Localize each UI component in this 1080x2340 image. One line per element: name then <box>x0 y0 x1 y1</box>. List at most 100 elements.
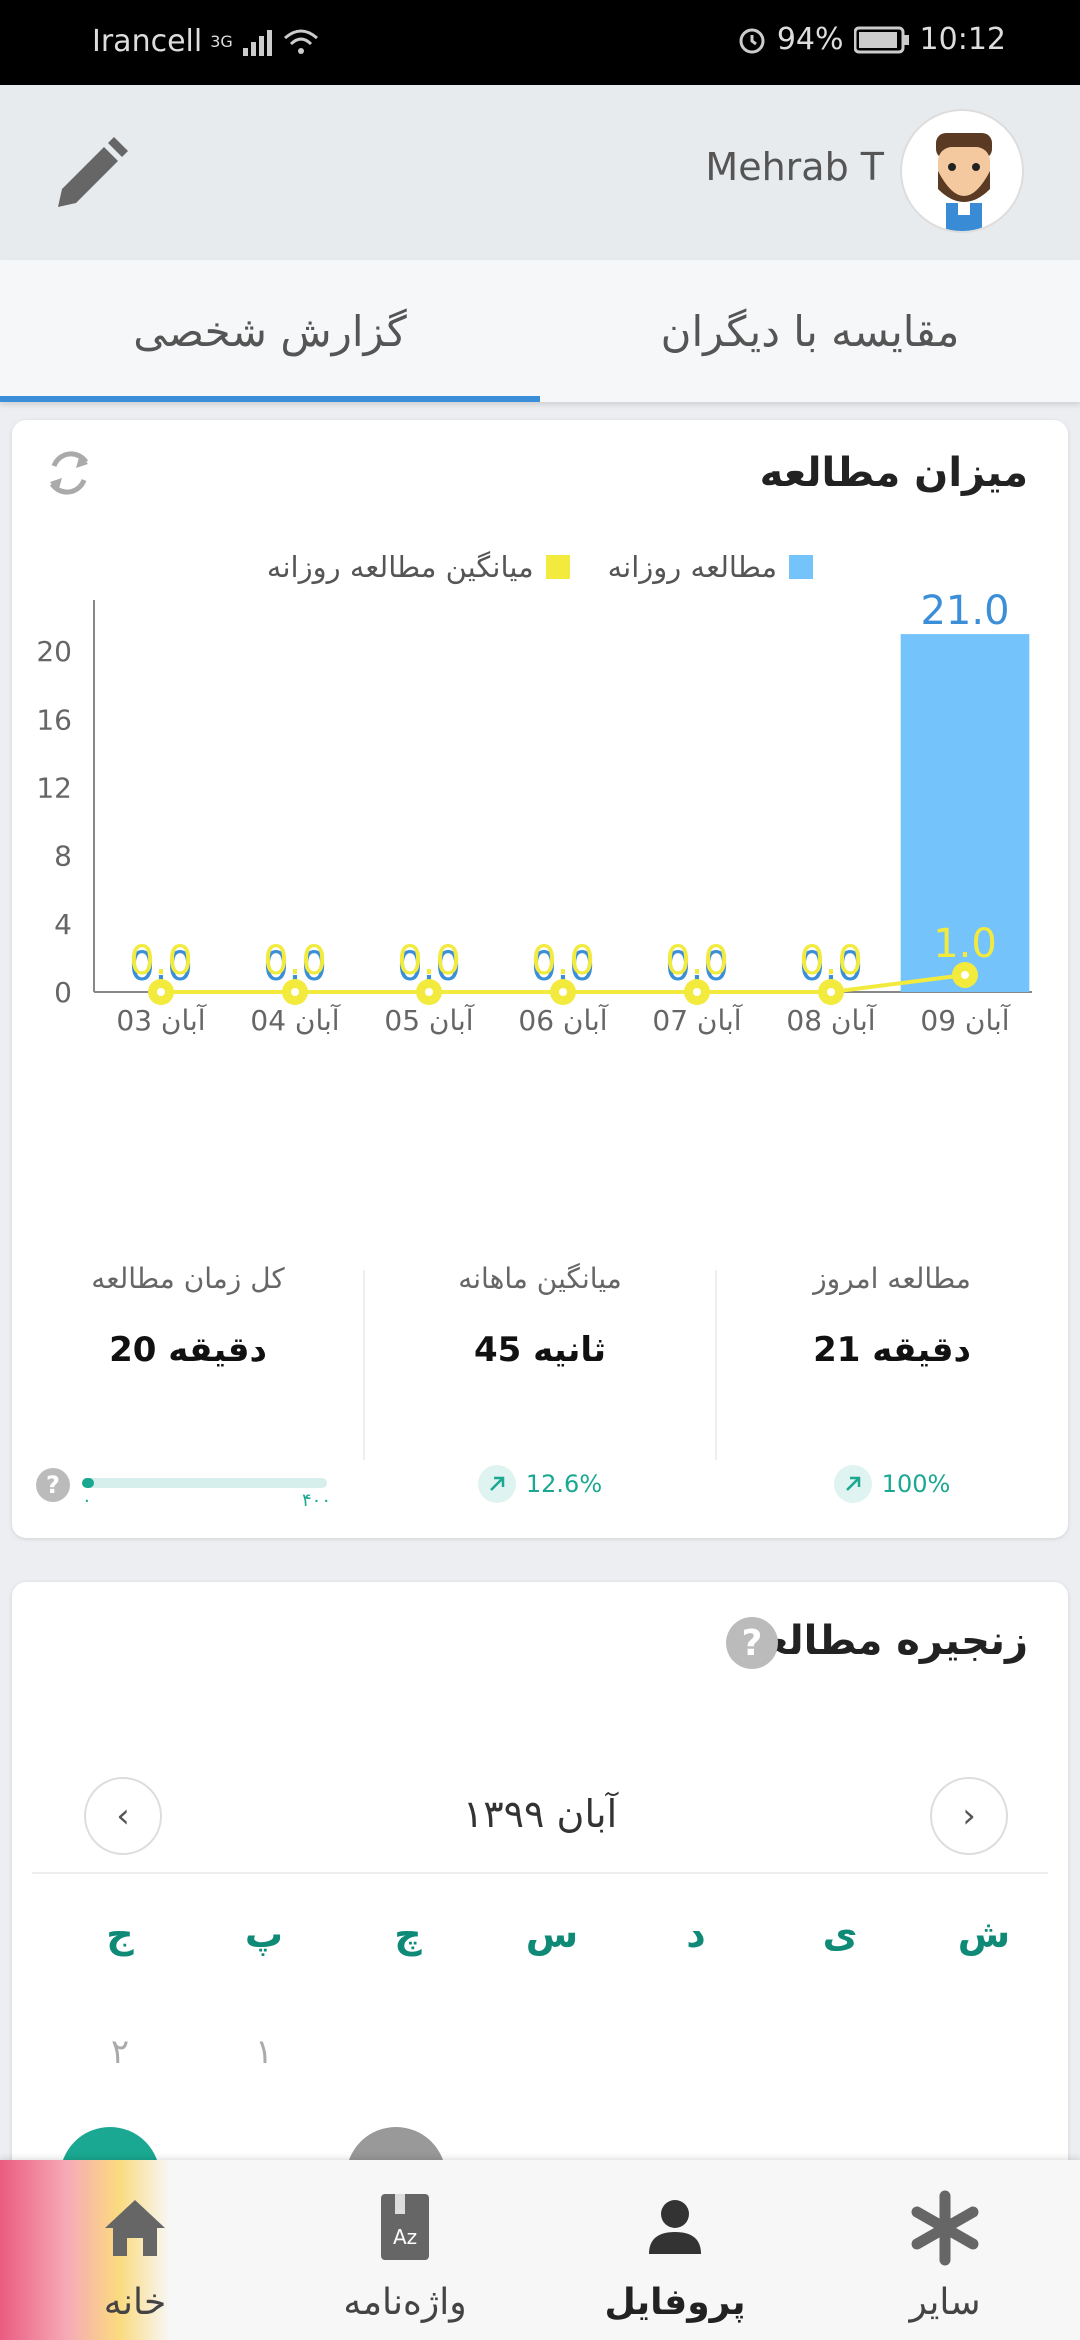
avatar[interactable] <box>900 109 1024 233</box>
average-point-center <box>291 988 299 996</box>
card-title: میزان مطالعه <box>759 450 1028 496</box>
stat-monthly-average: میانگین ماهانه 45 ثانیه 12.6% <box>364 1220 716 1520</box>
calendar-day[interactable]: ۱ <box>254 2032 274 2072</box>
x-tick-label: 06 آبان <box>518 1004 608 1037</box>
weekday-label: ش <box>957 1912 1011 1956</box>
month-label: آبان ۱۳۹۹ <box>462 1792 618 1836</box>
stat-total-time: کل زمان مطالعه 20 دقیقه <box>12 1220 364 1520</box>
network-type: 3G <box>210 32 233 51</box>
legend-label-average: میانگین مطالعه روزانه <box>266 550 534 584</box>
average-value-label: 0.0 <box>799 938 863 984</box>
stat-monthly-label: میانگین ماهانه <box>458 1262 622 1295</box>
svg-text:Az: Az <box>393 2225 417 2249</box>
study-amount-card: میزان مطالعه مطالعه روزانه میانگین مطالع… <box>12 420 1068 1538</box>
stat-monthly-value: 45 ثانیه <box>474 1330 606 1370</box>
signal-icon <box>242 29 272 56</box>
bar <box>900 634 1030 992</box>
tab-personal-report[interactable]: گزارش شخصی <box>133 306 407 356</box>
bar-value-label: 21.0 <box>920 590 1009 634</box>
stat-today-change: 100% <box>716 1465 1068 1503</box>
weekday-label: ج <box>106 1912 134 1956</box>
help-icon[interactable]: ? <box>36 1468 70 1502</box>
y-tick-label: 16 <box>36 703 72 736</box>
y-tick-label: 12 <box>36 771 72 804</box>
profile-header: Mehrab T <box>0 85 1080 260</box>
weekday-label: پ <box>244 1912 284 1956</box>
legend-item-daily: مطالعه روزانه <box>607 550 814 584</box>
stat-total-value: 20 دقیقه <box>109 1330 267 1370</box>
progress-min: ۰ <box>82 1490 92 1511</box>
weekday-label: چ <box>394 1912 422 1956</box>
total-progress-bar <box>82 1478 327 1488</box>
alarm-icon <box>739 28 765 53</box>
average-point-center <box>157 988 165 996</box>
average-point-center <box>693 988 701 996</box>
stats-row: مطالعه امروز 21 دقیقه 100% میانگین ماهان… <box>12 1220 1068 1520</box>
battery-icon <box>853 26 909 53</box>
decorative-banner <box>0 2160 170 2340</box>
stat-monthly-change-value: 12.6% <box>525 1470 603 1498</box>
x-tick-label: 09 آبان <box>920 1004 1010 1037</box>
carrier-name: Irancell <box>92 24 203 59</box>
tab-compare-others[interactable]: مقایسه با دیگران <box>660 306 960 356</box>
asterisk-icon <box>911 2190 979 2266</box>
total-progress-fill <box>82 1478 95 1488</box>
battery-percent: 94% <box>776 22 844 57</box>
dictionary-icon: Az <box>381 2194 429 2260</box>
legend-label-daily: مطالعه روزانه <box>607 550 778 584</box>
stat-today: مطالعه امروز 21 دقیقه 100% <box>716 1220 1068 1520</box>
clock: 10:12 <box>919 22 1006 57</box>
average-value-label: 0.0 <box>531 938 595 984</box>
average-point-center <box>425 988 433 996</box>
trend-up-icon <box>477 1465 516 1503</box>
stat-monthly-change: 12.6% <box>364 1465 716 1503</box>
trend-up-icon <box>833 1465 872 1503</box>
nav-home[interactable]: خانه <box>0 2160 270 2340</box>
average-value-label: 0.0 <box>665 938 729 984</box>
stat-total-label: کل زمان مطالعه <box>91 1262 285 1295</box>
nav-profile[interactable]: پروفایل <box>540 2160 810 2340</box>
average-point-center <box>559 988 567 996</box>
nav-dictionary[interactable]: Az واژه‌نامه <box>270 2160 540 2340</box>
x-tick-label: 04 آبان <box>250 1004 340 1037</box>
prev-month-button[interactable]: ‹ <box>84 1777 162 1855</box>
average-value-label: 0.0 <box>397 938 461 984</box>
nav-label: واژه‌نامه <box>343 2282 467 2323</box>
average-value-label: 0.0 <box>263 938 327 984</box>
weekday-label: ی <box>822 1912 858 1956</box>
next-month-button[interactable]: › <box>930 1777 1008 1855</box>
edit-icon[interactable] <box>50 135 130 215</box>
y-tick-label: 4 <box>54 908 72 941</box>
refresh-icon[interactable] <box>36 440 102 506</box>
chart-legend: مطالعه روزانه میانگین مطالعه روزانه <box>12 550 1068 584</box>
legend-swatch-average <box>545 555 570 579</box>
x-tick-label: 07 آبان <box>652 1004 742 1037</box>
x-tick-label: 08 آبان <box>786 1004 876 1037</box>
average-value-label: 0.0 <box>129 938 193 984</box>
stat-today-label: مطالعه امروز <box>813 1262 971 1295</box>
weekday-label: د <box>686 1912 706 1956</box>
nav-other[interactable]: سایر <box>810 2160 1080 2340</box>
legend-swatch-daily <box>789 555 814 579</box>
stats-separator <box>715 1270 717 1460</box>
y-tick-label: 8 <box>54 840 72 873</box>
person-icon <box>649 2200 701 2254</box>
bottom-navigation: سایر پروفایل Az واژه‌نامه خانه <box>0 2160 1080 2340</box>
calendar-day[interactable]: ۲ <box>110 2032 130 2072</box>
stat-today-change-value: 100% <box>881 1470 951 1498</box>
average-value-label: 1.0 <box>933 921 997 967</box>
y-tick-label: 20 <box>36 635 72 668</box>
status-bar: Irancell 3G 94% 10:12 <box>0 0 1080 85</box>
username: Mehrab T <box>705 145 884 189</box>
help-icon[interactable]: ? <box>726 1617 778 1669</box>
active-tab-indicator <box>0 396 540 402</box>
wifi-icon <box>283 29 318 54</box>
average-point-center <box>827 988 835 996</box>
y-tick-label: 0 <box>54 976 72 1009</box>
nav-label: سایر <box>909 2282 981 2323</box>
average-point-center <box>961 970 969 979</box>
nav-label: پروفایل <box>604 2282 746 2323</box>
card-title: زنجیره مطالعه <box>741 1618 1028 1664</box>
